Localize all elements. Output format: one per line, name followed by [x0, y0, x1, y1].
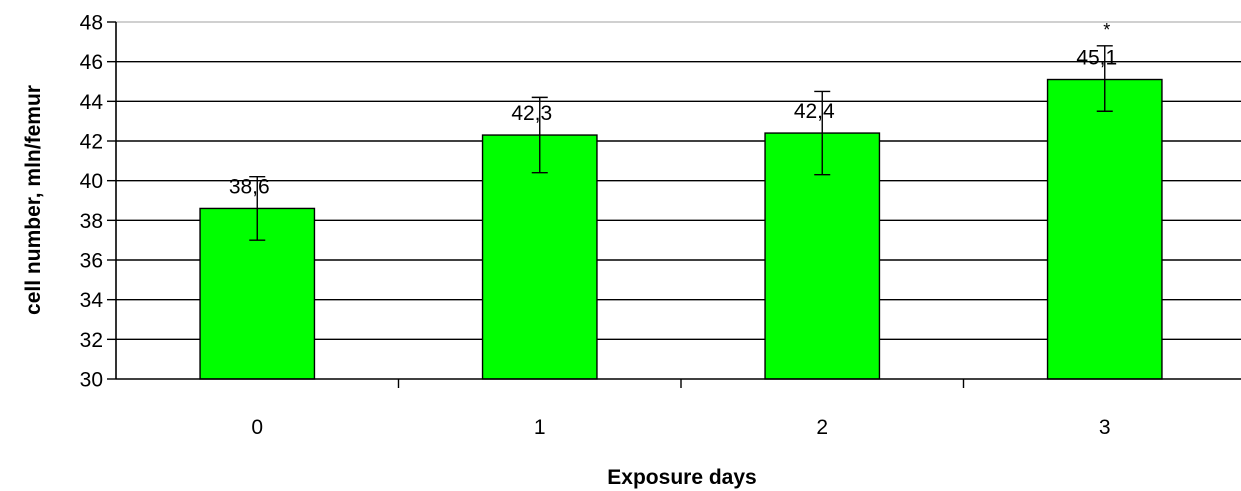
y-tick-labels: 30 32 34 36 38 40 42 44 46 48: [80, 12, 104, 392]
y-tick-label: 48: [80, 12, 103, 35]
data-label: 38,6: [229, 175, 270, 198]
x-tick-label: 0: [251, 416, 263, 439]
annotations: *: [1103, 20, 1110, 40]
data-label: 45,1: [1076, 47, 1117, 70]
data-label: 42,3: [511, 102, 552, 125]
bar: [1046, 78, 1163, 380]
x-tick-label: 2: [816, 416, 828, 439]
y-axis-title: cell number, mln/femur: [22, 85, 45, 315]
bars: [199, 78, 1163, 380]
significance-marker: *: [1103, 20, 1110, 40]
y-tick-label: 36: [80, 250, 103, 273]
y-tick-label: 30: [80, 369, 103, 392]
x-tick-label: 3: [1099, 416, 1111, 439]
error-bars: [249, 45, 1113, 241]
x-axis-title: Exposure days: [607, 466, 756, 489]
x-tick-labels: 0 1 2 3: [251, 416, 1110, 439]
data-label: 42,4: [794, 100, 835, 123]
y-tick-label: 44: [80, 91, 104, 114]
y-tick-label: 38: [80, 210, 103, 233]
axes: [107, 21, 1241, 388]
y-tick-label: 46: [80, 51, 103, 74]
y-tick-label: 40: [80, 170, 103, 193]
data-labels: 38,6 42,3 42,4 45,1: [229, 47, 1117, 199]
y-tick-label: 34: [80, 289, 104, 312]
y-tick-label: 32: [80, 329, 103, 352]
x-tick-label: 1: [534, 416, 546, 439]
y-tick-label: 42: [80, 131, 103, 154]
